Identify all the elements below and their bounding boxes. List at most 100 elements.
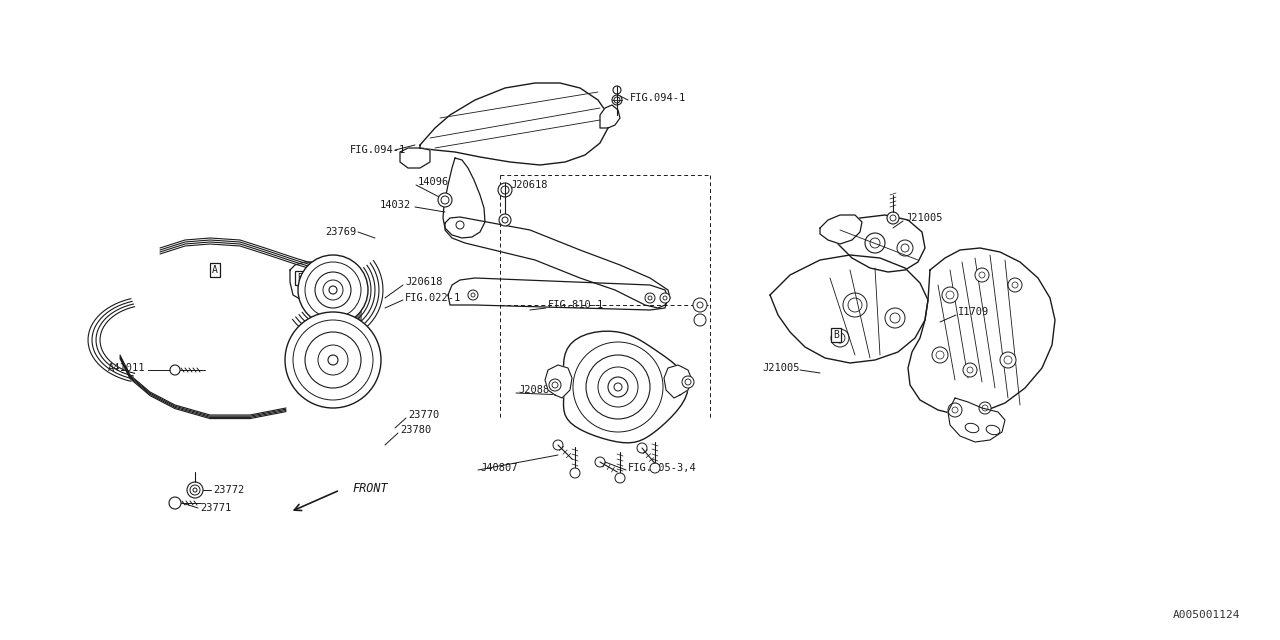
Circle shape [315, 272, 351, 308]
Circle shape [438, 193, 452, 207]
Polygon shape [420, 83, 608, 165]
Circle shape [595, 457, 605, 467]
Circle shape [502, 217, 508, 223]
Text: J40807: J40807 [480, 463, 517, 473]
Polygon shape [563, 331, 689, 443]
Circle shape [890, 313, 900, 323]
Circle shape [1012, 282, 1018, 288]
Circle shape [498, 183, 512, 197]
Text: J21005: J21005 [762, 363, 800, 373]
Circle shape [648, 296, 652, 300]
Circle shape [936, 351, 945, 359]
Text: A41011: A41011 [108, 363, 146, 373]
Text: FIG.810-1: FIG.810-1 [548, 300, 604, 310]
Circle shape [975, 268, 989, 282]
Polygon shape [445, 217, 669, 308]
Text: FIG.094-1: FIG.094-1 [630, 93, 686, 103]
Text: 23771: 23771 [200, 503, 232, 513]
Circle shape [614, 97, 620, 103]
Circle shape [692, 298, 707, 312]
Circle shape [884, 308, 905, 328]
Circle shape [1009, 278, 1021, 292]
Circle shape [952, 407, 957, 413]
Circle shape [849, 298, 861, 312]
Circle shape [442, 196, 449, 204]
Circle shape [685, 379, 691, 385]
Text: J20888: J20888 [518, 385, 556, 395]
Text: A: A [212, 265, 218, 275]
Circle shape [844, 293, 867, 317]
Text: B: B [297, 273, 303, 283]
Circle shape [897, 240, 913, 256]
Circle shape [637, 443, 646, 453]
Text: FRONT: FRONT [352, 481, 388, 495]
Circle shape [500, 186, 509, 194]
Polygon shape [829, 215, 925, 272]
Text: 14032: 14032 [380, 200, 411, 210]
Polygon shape [399, 148, 430, 168]
Circle shape [305, 332, 361, 388]
Circle shape [612, 95, 622, 105]
Circle shape [663, 296, 667, 300]
Polygon shape [908, 248, 1055, 415]
Text: FIG.094-1: FIG.094-1 [349, 145, 406, 155]
Circle shape [682, 376, 694, 388]
Polygon shape [664, 365, 692, 398]
Circle shape [187, 482, 204, 498]
Text: A: A [605, 385, 611, 395]
Circle shape [170, 365, 180, 375]
Circle shape [293, 320, 372, 400]
Text: FIG.022-1: FIG.022-1 [404, 293, 461, 303]
Circle shape [193, 488, 197, 492]
Circle shape [471, 293, 475, 297]
Text: 14096: 14096 [419, 177, 449, 187]
Circle shape [552, 382, 558, 388]
Circle shape [189, 485, 200, 495]
Circle shape [645, 293, 655, 303]
Circle shape [328, 355, 338, 365]
Circle shape [979, 272, 986, 278]
Text: A005001124: A005001124 [1172, 610, 1240, 620]
Text: B: B [833, 330, 838, 340]
Circle shape [901, 244, 909, 252]
Circle shape [966, 367, 973, 373]
Circle shape [317, 345, 348, 375]
Circle shape [586, 355, 650, 419]
Circle shape [298, 255, 369, 325]
Circle shape [1004, 356, 1012, 364]
Circle shape [660, 293, 669, 303]
Polygon shape [948, 398, 1005, 442]
Circle shape [499, 214, 511, 226]
Circle shape [305, 262, 361, 318]
Circle shape [608, 377, 628, 397]
Circle shape [1000, 352, 1016, 368]
Polygon shape [291, 262, 348, 305]
Polygon shape [820, 215, 861, 244]
Text: 23770: 23770 [408, 410, 439, 420]
Circle shape [549, 379, 561, 391]
Text: 23772: 23772 [212, 485, 244, 495]
Text: J20618: J20618 [509, 180, 548, 190]
Circle shape [650, 463, 660, 473]
Circle shape [948, 403, 963, 417]
Circle shape [613, 86, 621, 94]
Circle shape [698, 302, 703, 308]
Polygon shape [771, 255, 928, 363]
Circle shape [285, 312, 381, 408]
Circle shape [456, 221, 465, 229]
Circle shape [870, 238, 881, 248]
Circle shape [831, 329, 849, 347]
Circle shape [946, 291, 954, 299]
Text: J21005: J21005 [905, 213, 942, 223]
Circle shape [865, 233, 884, 253]
Circle shape [614, 383, 622, 391]
Text: J20618: J20618 [404, 277, 443, 287]
Ellipse shape [986, 426, 1000, 435]
Circle shape [323, 280, 343, 300]
Circle shape [694, 314, 707, 326]
Circle shape [598, 367, 637, 407]
Circle shape [982, 405, 988, 411]
Circle shape [614, 473, 625, 483]
Circle shape [887, 212, 899, 224]
Text: 23780: 23780 [399, 425, 431, 435]
